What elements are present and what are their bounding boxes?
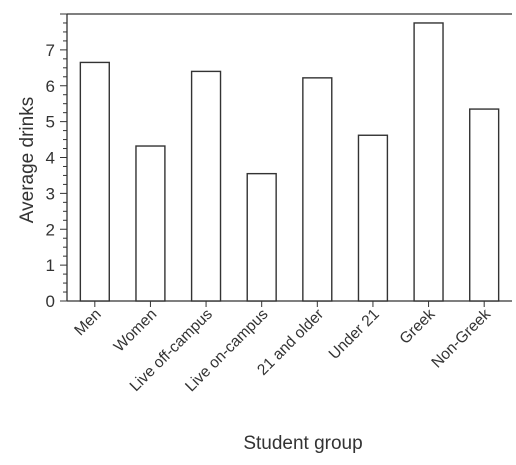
x-tick-label: Women [111,306,161,356]
y-tick-label: 7 [46,41,55,60]
bar [246,172,277,302]
bar [469,108,500,302]
y-tick-label: 3 [46,184,55,203]
x-axis-title: Student group [243,433,362,454]
bar [357,134,389,302]
y-axis-ticks: 0 1 2 3 4 5 6 7 [46,13,67,311]
x-tick-label: Non-Greek [428,306,494,372]
bar [413,22,444,302]
x-tick-label: Greek [397,306,439,348]
y-tick-label: 6 [46,77,55,96]
y-tick-label: 4 [46,149,55,168]
y-axis-title: Average drinks [17,97,38,223]
bar [190,70,222,302]
bars [79,22,500,302]
bar [135,145,166,302]
y-tick-label: 1 [46,256,55,275]
x-tick-label: Men [71,306,104,339]
x-tick-label: Under 21 [326,306,383,363]
bar [79,61,110,302]
y-tick-label: 2 [46,220,55,239]
y-tick-label: 5 [46,113,55,132]
bar [302,77,333,302]
y-tick-label: 0 [46,292,55,311]
plot-frame [66,13,512,302]
